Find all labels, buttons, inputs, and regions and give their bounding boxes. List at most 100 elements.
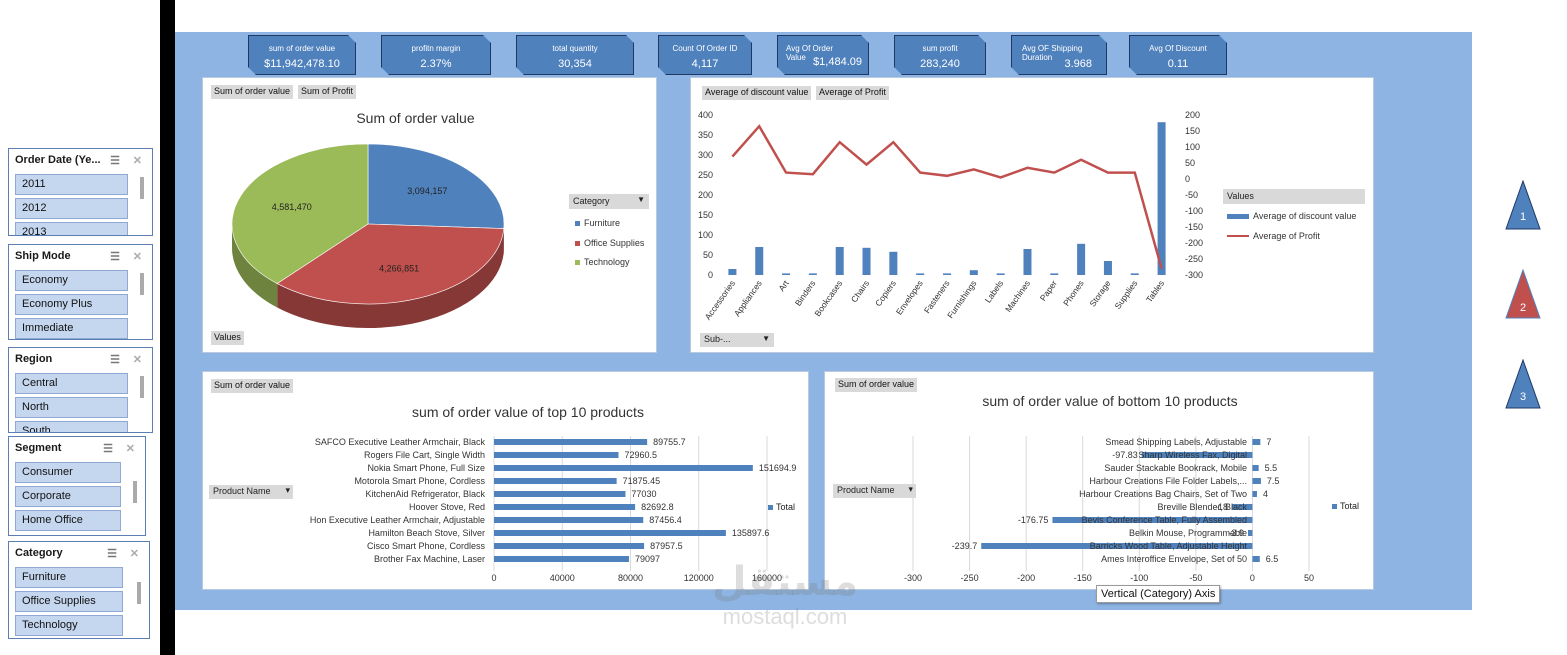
slicer-scrollbar[interactable] <box>140 273 144 295</box>
slicer-item[interactable]: Economy Plus <box>15 294 128 315</box>
y-right-tick-label: 200 <box>1185 110 1200 120</box>
clear-filter-icon[interactable]: ✕ <box>132 354 142 366</box>
slicer-item[interactable]: Consumer <box>15 462 121 483</box>
multi-select-icon[interactable]: ☰ <box>110 155 120 167</box>
product-name-filter[interactable]: Product Name ▾ <box>209 485 293 499</box>
values-pill[interactable]: Values <box>211 331 244 345</box>
filter-icon[interactable]: ▾ <box>285 485 290 495</box>
kpi-value: $1,484.09 <box>813 56 862 68</box>
category-label: Nokia Smart Phone, Full Size <box>367 463 485 473</box>
slicer-scrollbar[interactable] <box>140 177 144 199</box>
bar <box>494 530 726 536</box>
pie-chart-panel[interactable]: Sum of order value Sum of Profit Sum of … <box>202 77 657 353</box>
data-label: 87957.5 <box>650 541 683 551</box>
x-tick-label: Chairs <box>849 278 871 304</box>
watermark: مستقل mostaql.com <box>690 560 880 630</box>
slicer-item[interactable]: Immediate <box>15 318 128 339</box>
slicer-header: Order Date (Ye... ☰ ✕ <box>9 149 152 171</box>
kpi-avg-shipping[interactable]: Avg OF Shipping Duration 3.968 <box>1011 35 1107 75</box>
product-name-filter[interactable]: Product Name ▾ <box>833 484 916 498</box>
slicer-item[interactable]: 2013 <box>15 222 128 235</box>
nav-label: 1 <box>1520 211 1526 223</box>
multi-select-icon[interactable]: ☰ <box>107 548 117 560</box>
multi-select-icon[interactable]: ☰ <box>110 354 120 366</box>
clear-filter-icon[interactable]: ✕ <box>129 548 139 560</box>
legend-swatch <box>1227 214 1249 220</box>
y-left-tick-label: 400 <box>698 110 713 120</box>
kpi-order-count[interactable]: Count Of Order ID 4,117 <box>658 35 752 75</box>
chart-title: sum of order value of top 10 products <box>412 404 644 420</box>
data-label: 71875.45 <box>623 476 661 486</box>
slicer-header: Segment ☰ ✕ <box>9 437 145 459</box>
kpi-total-quantity[interactable]: total quantity 30,354 <box>516 35 634 75</box>
slicer-item[interactable]: 2011 <box>15 174 128 195</box>
bar <box>494 452 619 458</box>
slicer-item[interactable]: Economy <box>15 270 128 291</box>
top-products-panel[interactable]: Sum of order value sum of order value of… <box>202 371 809 590</box>
filter-icon[interactable]: ▾ <box>908 484 913 494</box>
slicer-item[interactable]: Furniture <box>15 567 123 588</box>
combo-legend: Average of discount value Average of Pro… <box>1227 207 1356 246</box>
multi-select-icon[interactable]: ☰ <box>110 251 120 263</box>
legend-header: Values <box>1223 189 1365 204</box>
clear-filter-icon[interactable]: ✕ <box>132 155 142 167</box>
bar <box>782 273 791 275</box>
field-pill-profit[interactable]: Sum of Profit <box>298 85 357 99</box>
field-pill-order-value[interactable]: Sum of order value <box>211 85 294 99</box>
dropdown-arrow-icon[interactable]: ▼ <box>637 195 645 204</box>
slicer-scrollbar[interactable] <box>133 481 137 503</box>
bar <box>969 270 978 275</box>
multi-select-icon[interactable]: ☰ <box>103 443 113 455</box>
clear-filter-icon[interactable]: ✕ <box>125 443 135 455</box>
y-right-tick-label: -150 <box>1185 222 1203 232</box>
legend-swatch <box>575 260 580 265</box>
kpi-avg-discount[interactable]: Avg Of Discount 0.11 <box>1129 35 1227 75</box>
slicer-scrollbar[interactable] <box>140 376 144 398</box>
nav-button-1[interactable]: 1 <box>1505 180 1541 230</box>
pie-data-label: 4,581,470 <box>272 202 312 212</box>
category-label: SAFCO Executive Leather Armchair, Black <box>315 437 486 447</box>
combo-chart-panel[interactable]: Average of discount value Average of Pro… <box>690 77 1374 353</box>
slicer-ship-mode[interactable]: Ship Mode ☰ ✕ Economy Economy Plus Immed… <box>8 244 153 340</box>
slicer-title: Order Date (Ye... <box>15 154 101 166</box>
slicer-item[interactable]: Central <box>15 373 128 394</box>
field-pill-order-value[interactable]: Sum of order value <box>211 379 294 393</box>
y-left-tick-label: 250 <box>698 170 713 180</box>
kpi-order-value[interactable]: sum of order value $11,942,478.10 <box>248 35 356 75</box>
slicer-item[interactable]: Corporate <box>15 486 121 507</box>
slicer-item[interactable]: South <box>15 421 128 432</box>
bottom-products-panel[interactable]: Sum of order value sum of order value of… <box>824 371 1374 590</box>
slicer-scrollbar[interactable] <box>137 582 141 604</box>
category-label: Smead Shipping Labels, Adjustable <box>1105 437 1247 447</box>
category-label: Hamilton Beach Stove, Silver <box>368 528 485 538</box>
legend-entry: Average of discount value <box>1227 207 1356 227</box>
category-label: Hoover Stove, Red <box>409 502 485 512</box>
field-pill-profit[interactable]: Average of Profit <box>816 86 889 100</box>
slicer-item[interactable]: Office Supplies <box>15 591 123 612</box>
kpi-avg-order-value[interactable]: Avg Of Order Value $1,484.09 <box>777 35 869 75</box>
nav-button-2[interactable]: 2 <box>1505 269 1541 319</box>
category-label: Harbour Creations File Folder Labels,... <box>1089 476 1247 486</box>
data-label: -97.83 <box>1112 450 1138 460</box>
kpi-sum-profit[interactable]: sum profit 283,240 <box>894 35 986 75</box>
sub-category-filter[interactable]: Sub-... ▼ <box>700 333 774 347</box>
field-pill-discount[interactable]: Average of discount value <box>702 86 812 100</box>
slicer-category[interactable]: Category ☰ ✕ Furniture Office Supplies T… <box>8 541 150 639</box>
slicer-order-date[interactable]: Order Date (Ye... ☰ ✕ 2011 2012 2013 <box>8 148 153 236</box>
slicer-segment[interactable]: Segment ☰ ✕ Consumer Corporate Home Offi… <box>8 436 146 536</box>
slicer-item[interactable]: North <box>15 397 128 418</box>
legend-entry: Technology <box>575 253 644 273</box>
legend-category-filter[interactable]: Category ▼ <box>569 194 649 209</box>
slicer-item[interactable]: Technology <box>15 615 123 636</box>
field-pill-order-value[interactable]: Sum of order value <box>835 378 918 392</box>
top-products-chart: 0 40000 80000 120000 160000 SAFCO Executive L… <box>310 436 796 583</box>
clear-filter-icon[interactable]: ✕ <box>132 251 142 263</box>
nav-button-3[interactable]: 3 <box>1505 359 1541 409</box>
slicer-region[interactable]: Region ☰ ✕ Central North South <box>8 347 153 433</box>
dropdown-arrow-icon[interactable]: ▼ <box>762 334 770 343</box>
kpi-title: Count Of Order ID <box>672 44 738 53</box>
category-label: Cisco Smart Phone, Cordless <box>367 541 486 551</box>
slicer-item[interactable]: 2012 <box>15 198 128 219</box>
slicer-item[interactable]: Home Office <box>15 510 121 531</box>
kpi-profit-margin[interactable]: profitn margin 2.37% <box>381 35 491 75</box>
